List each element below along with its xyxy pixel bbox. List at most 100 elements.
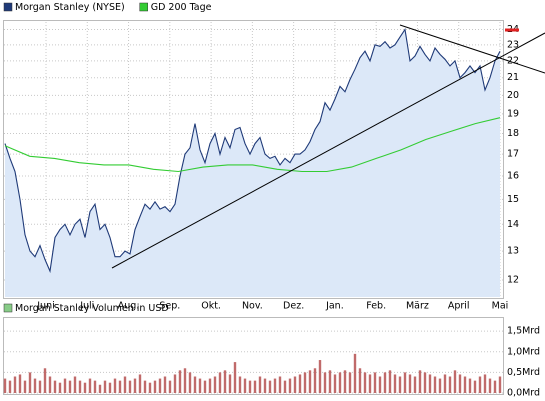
- volume-bar: [8, 380, 12, 393]
- x-tick-label: Juli: [79, 301, 94, 312]
- volume-bar: [178, 370, 182, 393]
- volume-bar: [378, 376, 382, 393]
- volume-bar: [333, 374, 337, 393]
- volume-bar: [218, 372, 222, 393]
- volume-bar: [488, 378, 492, 393]
- volume-bar: [238, 376, 242, 393]
- marks: Juni Juli Aug. Sep. Okt. Nov. Dez. Jan. Feb. März…: [3, 2, 540, 399]
- volume-bar: [143, 380, 147, 393]
- volume-bar: [203, 380, 207, 393]
- volume-bar: [423, 372, 427, 393]
- volume-bar: [433, 376, 437, 393]
- volume-bar: [108, 382, 112, 393]
- volume-bar: [153, 380, 157, 393]
- volume-bar: [458, 374, 462, 393]
- price-frame: [3, 20, 504, 299]
- volume-bar: [158, 378, 162, 393]
- legend-swatch: [3, 2, 13, 12]
- volume-bar: [328, 370, 332, 393]
- x-tick-label: Okt.: [201, 301, 221, 312]
- volume-bar: [368, 374, 372, 393]
- x-tick-label: Juni: [36, 301, 54, 312]
- volume-bar: [253, 380, 257, 393]
- volume-bar: [58, 382, 62, 393]
- y-tick-label: 22: [507, 55, 519, 66]
- volume-bar: [38, 380, 42, 393]
- x-tick-label: Aug.: [118, 301, 140, 312]
- volume-bar: [343, 370, 347, 393]
- volume-bar: [403, 372, 407, 393]
- volume-bar: [228, 374, 232, 393]
- y-tick-label: 21: [507, 72, 519, 83]
- y-tick-label: 12: [507, 275, 519, 286]
- x-tick-label: März: [406, 301, 429, 312]
- y-tick-label: 19: [507, 108, 519, 119]
- y-tick-label: 0,0Mrd: [507, 388, 540, 399]
- volume-bar: [33, 378, 37, 393]
- y-tick-label: 18: [507, 128, 519, 139]
- y-tick-label: 16: [507, 171, 519, 182]
- volume-bar: [213, 376, 217, 393]
- volume-bar: [288, 378, 292, 393]
- moving-average-line: [4, 117, 501, 173]
- volume-bar: [363, 372, 367, 393]
- volume-bar: [278, 376, 282, 393]
- volume-bar: [243, 378, 247, 393]
- trend-line: [111, 32, 545, 269]
- volume-frame: [3, 317, 504, 395]
- y-tick-label: 20: [507, 90, 519, 101]
- y-tick-label: 14: [507, 219, 519, 230]
- volume-bar: [308, 370, 312, 393]
- volume-bar: [118, 380, 122, 393]
- y-tick-label: 17: [507, 149, 519, 160]
- volume-bar: [18, 374, 22, 393]
- volume-bar: [348, 372, 352, 393]
- legend-swatch: [139, 2, 148, 12]
- volume-bar: [323, 372, 327, 393]
- volume-bar: [173, 374, 177, 393]
- volume-bar: [138, 374, 142, 393]
- volume-bar: [3, 378, 7, 393]
- volume-bar: [443, 374, 447, 393]
- volume-bar: [198, 378, 202, 393]
- volume-bar: [263, 378, 267, 393]
- volume-bar: [93, 380, 97, 393]
- volume-bar: [53, 380, 57, 393]
- volume-bar: [128, 380, 132, 393]
- volume-bar: [493, 380, 497, 393]
- volume-bar: [313, 368, 317, 393]
- volume-bar: [408, 374, 412, 393]
- volume-bar: [248, 380, 252, 393]
- volume-bar: [183, 368, 187, 393]
- volume-bar: [48, 376, 52, 393]
- volume-bar: [388, 370, 392, 393]
- volume-bar: [413, 376, 417, 393]
- volume-bar: [498, 376, 502, 393]
- volume-bar: [338, 372, 342, 393]
- volume-bar: [418, 370, 422, 393]
- volume-bar: [223, 370, 227, 393]
- volume-bar: [428, 374, 432, 393]
- legend-label: Morgan Stanley (NYSE): [15, 2, 125, 13]
- volume-bar: [463, 376, 467, 393]
- volume-bar: [63, 378, 67, 393]
- volume-bar: [233, 362, 237, 393]
- y-tick-label: 23: [507, 39, 519, 50]
- volume-bar: [113, 378, 117, 393]
- volume-bar: [468, 378, 472, 393]
- volume-bar: [188, 372, 192, 393]
- volume-bar: [168, 380, 172, 393]
- volume-bar: [318, 360, 322, 393]
- volume-bar: [483, 374, 487, 393]
- y-tick-label: 15: [507, 194, 519, 205]
- legend-label: Morgan Stanley Volumen in USD: [15, 303, 169, 314]
- volume-bar: [303, 372, 307, 393]
- volume-bar: [298, 374, 302, 393]
- volume-bar: [208, 378, 212, 393]
- volume-bar: [133, 378, 137, 393]
- volume-bar: [83, 382, 87, 393]
- volume-bar: [273, 378, 277, 393]
- volume-bar: [398, 376, 402, 393]
- volume-bar: [353, 353, 357, 393]
